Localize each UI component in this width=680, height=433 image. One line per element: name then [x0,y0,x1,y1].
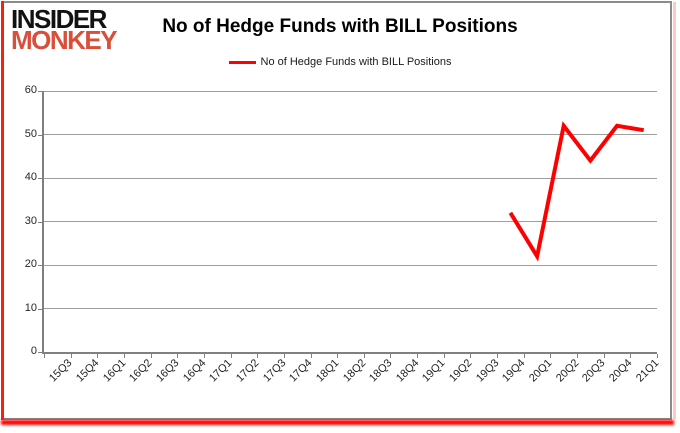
x-axis-tick [577,354,579,358]
y-axis-label: 30 [24,214,37,227]
frame-left-red-bar [1,1,4,420]
frame-bottom-red-bar [1,420,674,425]
y-gridline [44,134,657,135]
x-axis-tick [363,354,365,358]
frame-right-pink-bar [673,2,676,419]
y-axis-tick [38,134,44,136]
y-axis-label: 10 [24,301,37,314]
x-axis-tick [630,354,632,358]
plot-area: 0 10 20 30 40 50 60 15Q3 15Q4 16Q1 16Q2 16Q3 16Q4 17Q… [25,84,661,385]
y-gridline [44,90,657,92]
x-axis-tick [44,354,45,358]
x-axis-tick [603,354,605,358]
series-plot [508,121,645,262]
legend-label: No of Hedge Funds with BILL Positions [260,56,452,68]
y-gridline [44,308,657,309]
x-axis-tick [123,354,125,358]
y-axis-tick [38,221,44,223]
y-gridline [44,177,657,179]
y-axis-tick [38,265,44,266]
legend-line-marker-icon [228,60,256,64]
x-axis-tick [657,354,658,358]
series-line [508,121,645,262]
x-axis-tick [443,354,445,358]
x-axis-tick [257,354,259,358]
y-axis-tick [38,178,44,179]
x-axis-tick [230,354,232,358]
y-gridline [44,264,657,266]
x-axis-tick [283,354,285,358]
y-gridline [44,221,657,222]
y-axis-label: 60 [24,84,37,96]
chart-border [2,1,672,420]
x-axis-tick [497,354,499,358]
x-axis-tick [203,354,205,358]
x-axis-tick [150,354,152,358]
x-axis-tick [177,354,179,358]
insider-monkey-logo: INSIDER MONKEY [11,4,118,55]
chart-title: No of Hedge Funds with BILL Positions [162,16,518,37]
x-axis-tick [470,354,472,358]
y-axis-tick [38,308,44,310]
y-axis-label: 40 [24,171,37,183]
logo-word-insider: INSIDER [11,4,107,34]
legend: No of Hedge Funds with BILL Positions [0,56,680,68]
x-axis-tick [97,354,99,358]
y-axis-label: 20 [24,258,37,270]
x-axis-tick [70,354,72,358]
y-axis-tick [38,352,44,353]
logo-word-monkey: MONKEY [11,25,118,55]
y-axis-label: 50 [24,127,37,140]
y-axis-label: 0 [30,345,37,357]
x-axis-tick [417,354,419,358]
x-axis-tick [523,354,525,358]
y-axis-tick [38,91,44,92]
x-axis-tick [390,354,392,358]
x-axis-tick [337,354,339,358]
x-axis-tick [550,354,552,358]
x-axis-tick [310,354,312,358]
